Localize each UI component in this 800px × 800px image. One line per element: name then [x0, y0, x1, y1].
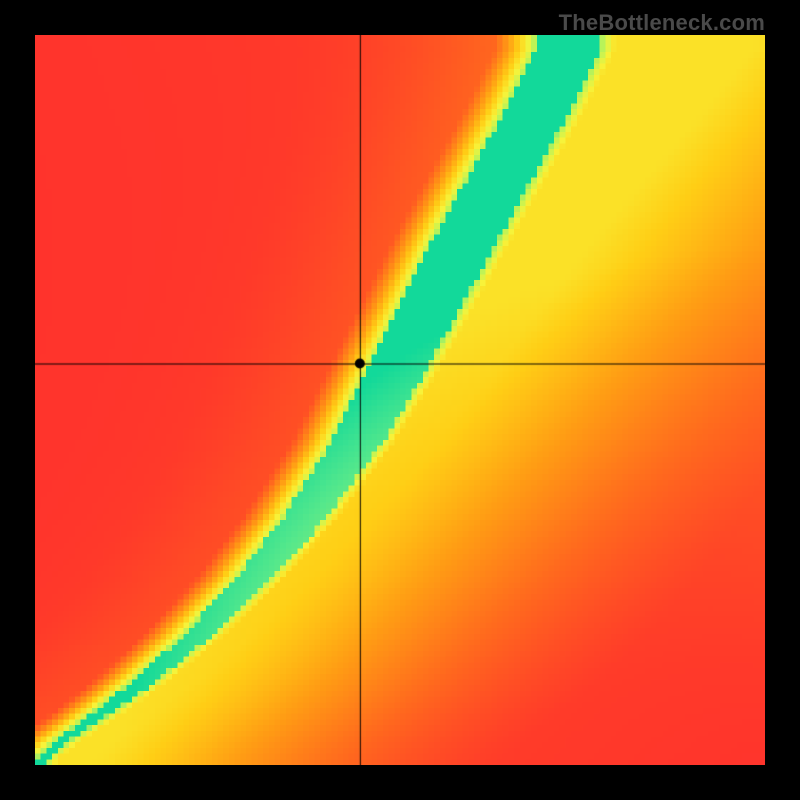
watermark-text: TheBottleneck.com: [559, 10, 765, 36]
bottleneck-heatmap: [35, 35, 765, 765]
crosshair-overlay: [35, 35, 765, 765]
